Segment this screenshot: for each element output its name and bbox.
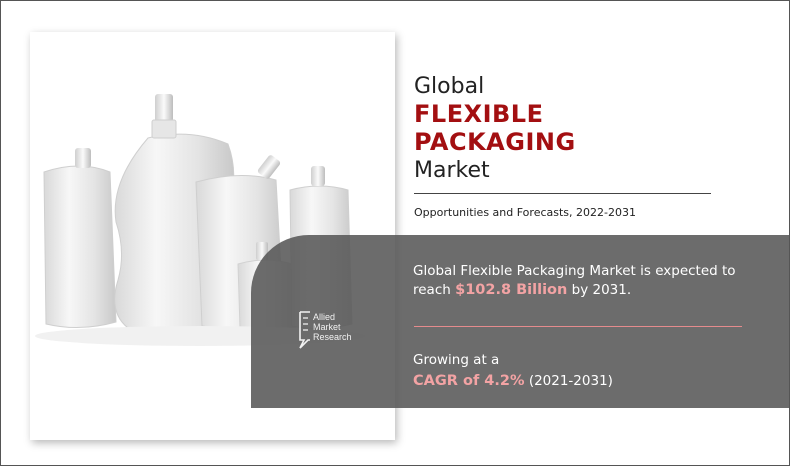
growth-intro: Growing at a [413,352,500,368]
title-line-market: Market [414,158,490,183]
logo-text-research: Research [313,332,352,342]
growth-line: CAGR of 4.2% (2021-2031) [413,373,613,389]
forecast-year: by 2031. [571,282,632,298]
forecast-value: $102.8 Billion [455,282,568,298]
logo-text-market: Market [313,322,341,332]
forecast-text-line1: Global Flexible Packaging Market is expe… [413,263,736,279]
company-logo: Allied Market Research [298,310,370,350]
title-divider [414,193,711,194]
panel-divider [414,326,742,327]
forecast-reach: reach [413,282,451,298]
logo-mark-icon [299,311,310,349]
info-panel [251,235,789,408]
title-accent-flexible: FLEXIBLE [414,100,544,128]
title-accent-packaging: PACKAGING [414,128,576,156]
cagr-value: CAGR of 4.2% [413,373,525,389]
forecast-text-line2: reach $102.8 Billion by 2031. [413,282,631,298]
cagr-period: (2021-2031) [528,373,613,389]
title-line-global: Global [414,74,485,99]
logo-text-allied: Allied [313,312,336,322]
subtitle: Opportunities and Forecasts, 2022-2031 [414,206,636,219]
